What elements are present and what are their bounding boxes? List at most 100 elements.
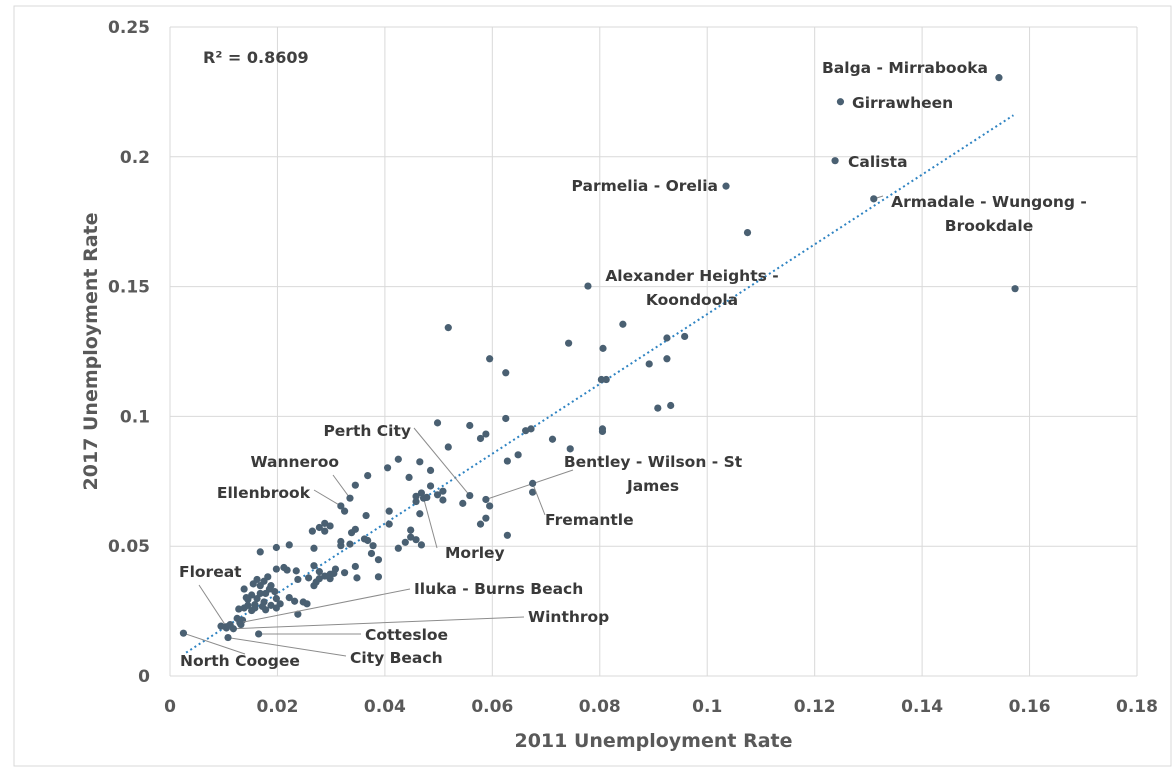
- data-point: [309, 528, 316, 535]
- data-point: [549, 436, 556, 443]
- data-point: [567, 445, 574, 452]
- data-point: [504, 532, 511, 539]
- data-point: [459, 500, 466, 507]
- labeled-data-point: [995, 74, 1002, 81]
- y-tick-label: 0.1: [120, 407, 150, 427]
- data-point: [375, 556, 382, 563]
- point-label: Winthrop: [528, 608, 609, 626]
- x-axis-title: 2011 Unemployment Rate: [514, 730, 792, 752]
- data-point: [663, 334, 670, 341]
- data-point: [427, 467, 434, 474]
- data-point: [257, 590, 264, 597]
- data-point: [273, 565, 280, 572]
- data-point: [477, 435, 484, 442]
- data-point: [445, 443, 452, 450]
- point-label: Armadale - Wungong -Brookdale: [891, 193, 1087, 235]
- data-point: [619, 321, 626, 328]
- y-axis-title: 2017 Unemployment Rate: [80, 212, 102, 490]
- labeled-data-point: [584, 282, 591, 289]
- data-point: [310, 545, 317, 552]
- data-point: [654, 404, 661, 411]
- point-label: Alexander Heights -Koondoola: [605, 267, 778, 309]
- data-point: [271, 588, 278, 595]
- data-point: [316, 568, 323, 575]
- data-point: [251, 604, 258, 611]
- data-point: [477, 521, 484, 528]
- data-point: [599, 345, 606, 352]
- labeled-data-point: [831, 157, 838, 164]
- data-point: [663, 355, 670, 362]
- data-point: [330, 570, 337, 577]
- data-point: [384, 464, 391, 471]
- y-tick-label: 0.2: [120, 148, 150, 168]
- data-point: [502, 415, 509, 422]
- y-tick-label: 0.25: [108, 18, 150, 38]
- data-point: [681, 333, 688, 340]
- data-point: [375, 573, 382, 580]
- labeled-data-point: [180, 630, 187, 637]
- data-point: [386, 521, 393, 528]
- x-tick-label: 0.16: [1009, 697, 1051, 717]
- x-tick-label: 0.12: [794, 697, 836, 717]
- x-tick-label: 0.14: [901, 697, 943, 717]
- data-point: [262, 606, 269, 613]
- data-point: [260, 598, 267, 605]
- data-point: [504, 457, 511, 464]
- data-point: [305, 574, 312, 581]
- data-point: [326, 522, 333, 529]
- labeled-data-point: [420, 495, 427, 502]
- data-point: [416, 510, 423, 517]
- data-point: [273, 604, 280, 611]
- data-point: [310, 582, 317, 589]
- point-label: Girrawheen: [852, 94, 953, 112]
- labeled-data-point: [870, 195, 877, 202]
- data-point: [310, 562, 317, 569]
- data-point: [482, 515, 489, 522]
- data-point: [416, 458, 423, 465]
- labeled-data-point: [223, 623, 230, 630]
- data-point: [293, 567, 300, 574]
- data-point: [369, 542, 376, 549]
- labeled-data-point: [224, 634, 231, 641]
- point-label: Parmelia - Orelia: [572, 177, 718, 195]
- data-point: [466, 422, 473, 429]
- data-point: [667, 402, 674, 409]
- x-tick-label: 0.08: [579, 697, 621, 717]
- data-point: [235, 605, 242, 612]
- data-point: [744, 229, 751, 236]
- data-point: [434, 491, 441, 498]
- data-point: [599, 428, 606, 435]
- x-tick-label: 0: [164, 697, 176, 717]
- x-tick-label: 0.1: [692, 697, 722, 717]
- data-point: [427, 482, 434, 489]
- data-point: [286, 541, 293, 548]
- point-label: Balga - Mirrabooka: [822, 59, 988, 77]
- point-label: Iluka - Burns Beach: [414, 580, 583, 598]
- data-point: [337, 542, 344, 549]
- data-point: [267, 582, 274, 589]
- data-point: [412, 493, 419, 500]
- point-label: Floreat: [179, 563, 242, 581]
- data-point: [515, 451, 522, 458]
- y-tick-label: 0: [138, 667, 150, 687]
- data-point: [273, 544, 280, 551]
- point-label: Cottesloe: [365, 626, 448, 644]
- data-point: [341, 569, 348, 576]
- y-tick-label: 0.15: [108, 278, 150, 298]
- labeled-data-point: [346, 495, 353, 502]
- labeled-data-point: [255, 630, 262, 637]
- data-point: [412, 536, 419, 543]
- labeled-data-point: [466, 492, 473, 499]
- data-point: [352, 482, 359, 489]
- data-point: [395, 545, 402, 552]
- data-point: [418, 541, 425, 548]
- data-point: [445, 324, 452, 331]
- data-point: [486, 355, 493, 362]
- data-point: [257, 582, 264, 589]
- leader-line: [314, 490, 341, 506]
- data-point: [364, 472, 371, 479]
- point-label: Ellenbrook: [217, 484, 311, 502]
